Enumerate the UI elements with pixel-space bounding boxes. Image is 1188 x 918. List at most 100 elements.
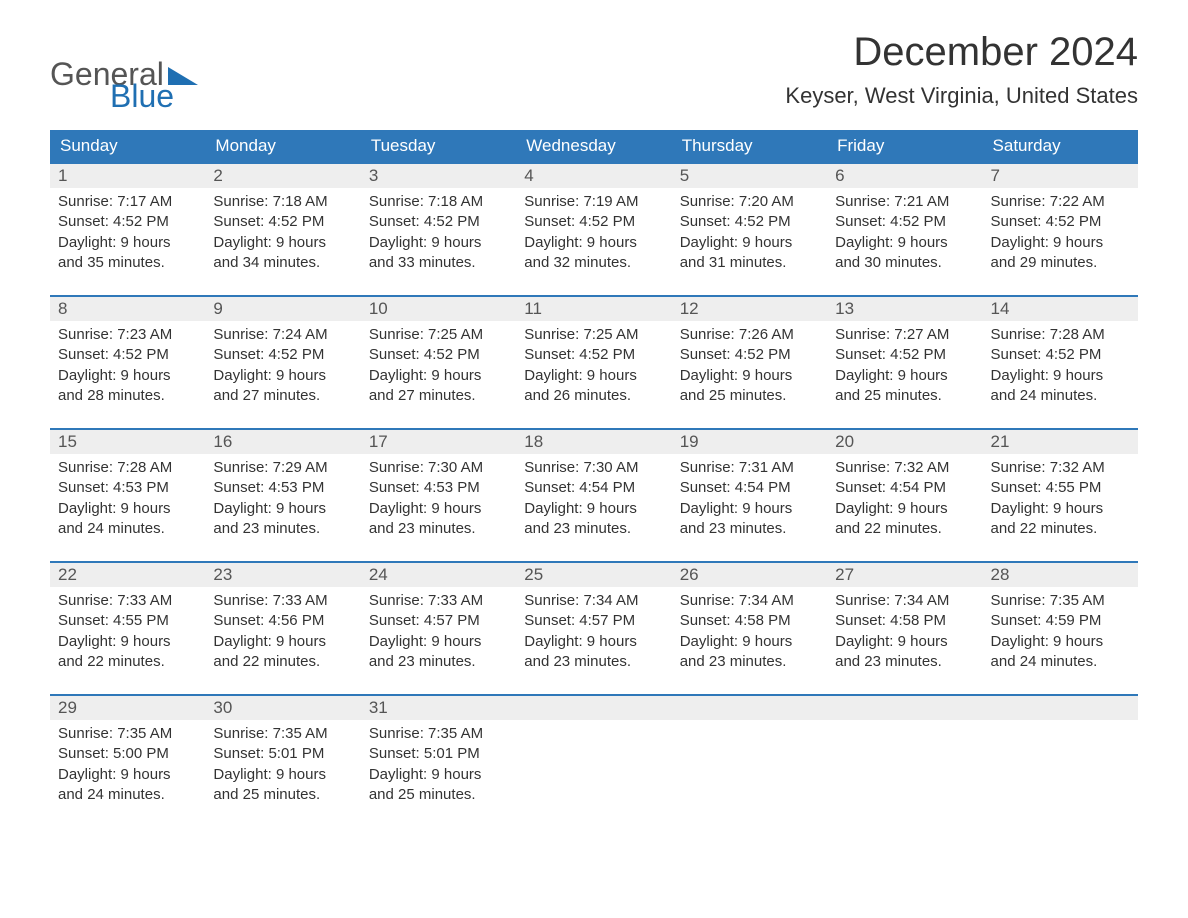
calendar-day-cell: 1Sunrise: 7:17 AMSunset: 4:52 PMDaylight… — [50, 163, 205, 296]
calendar-day-cell: 22Sunrise: 7:33 AMSunset: 4:55 PMDayligh… — [50, 562, 205, 695]
sunset-line: Sunset: 4:55 PM — [991, 478, 1130, 498]
daylight-line-1: Daylight: 9 hours — [213, 499, 352, 519]
day-number: 30 — [205, 696, 360, 720]
sunset-line: Sunset: 4:52 PM — [213, 345, 352, 365]
day-details: Sunrise: 7:30 AMSunset: 4:54 PMDaylight:… — [516, 454, 671, 539]
calendar-day-cell: 5Sunrise: 7:20 AMSunset: 4:52 PMDaylight… — [672, 163, 827, 296]
daylight-line-2: and 33 minutes. — [369, 253, 508, 273]
day-number: 3 — [361, 164, 516, 188]
daylight-line-2: and 22 minutes. — [991, 519, 1130, 539]
day-details: Sunrise: 7:19 AMSunset: 4:52 PMDaylight:… — [516, 188, 671, 273]
daylight-line-2: and 26 minutes. — [524, 386, 663, 406]
calendar-day-cell: 23Sunrise: 7:33 AMSunset: 4:56 PMDayligh… — [205, 562, 360, 695]
day-number: 8 — [50, 297, 205, 321]
daylight-line-1: Daylight: 9 hours — [213, 765, 352, 785]
daylight-line-2: and 24 minutes. — [58, 519, 197, 539]
calendar-day-cell: 8Sunrise: 7:23 AMSunset: 4:52 PMDaylight… — [50, 296, 205, 429]
sunset-line: Sunset: 4:59 PM — [991, 611, 1130, 631]
day-details: Sunrise: 7:24 AMSunset: 4:52 PMDaylight:… — [205, 321, 360, 406]
calendar-day-cell: 7Sunrise: 7:22 AMSunset: 4:52 PMDaylight… — [983, 163, 1138, 296]
calendar-week-row: 8Sunrise: 7:23 AMSunset: 4:52 PMDaylight… — [50, 296, 1138, 429]
calendar-day-cell: 19Sunrise: 7:31 AMSunset: 4:54 PMDayligh… — [672, 429, 827, 562]
calendar-day-cell: 12Sunrise: 7:26 AMSunset: 4:52 PMDayligh… — [672, 296, 827, 429]
calendar-day-cell: 21Sunrise: 7:32 AMSunset: 4:55 PMDayligh… — [983, 429, 1138, 562]
daylight-line-2: and 24 minutes. — [58, 785, 197, 805]
sunset-line: Sunset: 4:52 PM — [524, 345, 663, 365]
day-details: Sunrise: 7:30 AMSunset: 4:53 PMDaylight:… — [361, 454, 516, 539]
day-details: Sunrise: 7:34 AMSunset: 4:57 PMDaylight:… — [516, 587, 671, 672]
day-number: 17 — [361, 430, 516, 454]
calendar-day-cell: 14Sunrise: 7:28 AMSunset: 4:52 PMDayligh… — [983, 296, 1138, 429]
page-title: December 2024 — [785, 30, 1138, 75]
sunrise-line: Sunrise: 7:35 AM — [213, 724, 352, 744]
weekday-header: Friday — [827, 130, 982, 163]
calendar-week-row: 1Sunrise: 7:17 AMSunset: 4:52 PMDaylight… — [50, 163, 1138, 296]
calendar-day-cell: 18Sunrise: 7:30 AMSunset: 4:54 PMDayligh… — [516, 429, 671, 562]
calendar-table: SundayMondayTuesdayWednesdayThursdayFrid… — [50, 130, 1138, 827]
sunset-line: Sunset: 4:53 PM — [213, 478, 352, 498]
sunrise-line: Sunrise: 7:31 AM — [680, 458, 819, 478]
daylight-line-2: and 27 minutes. — [369, 386, 508, 406]
daylight-line-1: Daylight: 9 hours — [58, 233, 197, 253]
calendar-day-cell: 26Sunrise: 7:34 AMSunset: 4:58 PMDayligh… — [672, 562, 827, 695]
daylight-line-1: Daylight: 9 hours — [680, 233, 819, 253]
sunrise-line: Sunrise: 7:17 AM — [58, 192, 197, 212]
sunrise-line: Sunrise: 7:33 AM — [369, 591, 508, 611]
sunset-line: Sunset: 4:53 PM — [369, 478, 508, 498]
day-details: Sunrise: 7:33 AMSunset: 4:57 PMDaylight:… — [361, 587, 516, 672]
calendar-week-row: 15Sunrise: 7:28 AMSunset: 4:53 PMDayligh… — [50, 429, 1138, 562]
sunrise-line: Sunrise: 7:33 AM — [213, 591, 352, 611]
sunset-line: Sunset: 4:52 PM — [680, 345, 819, 365]
daylight-line-2: and 29 minutes. — [991, 253, 1130, 273]
daynum-empty — [983, 696, 1138, 720]
daylight-line-2: and 25 minutes. — [369, 785, 508, 805]
daylight-line-2: and 32 minutes. — [524, 253, 663, 273]
sunrise-line: Sunrise: 7:28 AM — [991, 325, 1130, 345]
sunset-line: Sunset: 4:52 PM — [369, 345, 508, 365]
calendar-day-cell: 11Sunrise: 7:25 AMSunset: 4:52 PMDayligh… — [516, 296, 671, 429]
sunset-line: Sunset: 4:54 PM — [524, 478, 663, 498]
day-details: Sunrise: 7:26 AMSunset: 4:52 PMDaylight:… — [672, 321, 827, 406]
sunrise-line: Sunrise: 7:35 AM — [58, 724, 197, 744]
day-number: 26 — [672, 563, 827, 587]
day-number: 31 — [361, 696, 516, 720]
daylight-line-2: and 23 minutes. — [524, 652, 663, 672]
calendar-day-cell: 20Sunrise: 7:32 AMSunset: 4:54 PMDayligh… — [827, 429, 982, 562]
sunrise-line: Sunrise: 7:21 AM — [835, 192, 974, 212]
daylight-line-1: Daylight: 9 hours — [680, 632, 819, 652]
calendar-day-cell: 30Sunrise: 7:35 AMSunset: 5:01 PMDayligh… — [205, 695, 360, 827]
day-number: 9 — [205, 297, 360, 321]
sunset-line: Sunset: 4:52 PM — [58, 345, 197, 365]
calendar-day-cell: 13Sunrise: 7:27 AMSunset: 4:52 PMDayligh… — [827, 296, 982, 429]
weekday-header: Saturday — [983, 130, 1138, 163]
calendar-day-cell: 4Sunrise: 7:19 AMSunset: 4:52 PMDaylight… — [516, 163, 671, 296]
sunrise-line: Sunrise: 7:32 AM — [991, 458, 1130, 478]
day-details: Sunrise: 7:32 AMSunset: 4:54 PMDaylight:… — [827, 454, 982, 539]
sunrise-line: Sunrise: 7:19 AM — [524, 192, 663, 212]
daylight-line-1: Daylight: 9 hours — [835, 366, 974, 386]
day-details: Sunrise: 7:18 AMSunset: 4:52 PMDaylight:… — [361, 188, 516, 273]
location-text: Keyser, West Virginia, United States — [785, 83, 1138, 109]
calendar-body: 1Sunrise: 7:17 AMSunset: 4:52 PMDaylight… — [50, 163, 1138, 827]
day-details: Sunrise: 7:35 AMSunset: 4:59 PMDaylight:… — [983, 587, 1138, 672]
daylight-line-2: and 30 minutes. — [835, 253, 974, 273]
calendar-day-cell: 28Sunrise: 7:35 AMSunset: 4:59 PMDayligh… — [983, 562, 1138, 695]
sunset-line: Sunset: 5:00 PM — [58, 744, 197, 764]
sunrise-line: Sunrise: 7:28 AM — [58, 458, 197, 478]
day-number: 29 — [50, 696, 205, 720]
day-number: 24 — [361, 563, 516, 587]
day-details: Sunrise: 7:25 AMSunset: 4:52 PMDaylight:… — [361, 321, 516, 406]
calendar-empty-cell — [516, 695, 671, 827]
sunrise-line: Sunrise: 7:20 AM — [680, 192, 819, 212]
daylight-line-1: Daylight: 9 hours — [213, 632, 352, 652]
daylight-line-1: Daylight: 9 hours — [835, 499, 974, 519]
sunset-line: Sunset: 4:52 PM — [524, 212, 663, 232]
sunrise-line: Sunrise: 7:30 AM — [369, 458, 508, 478]
day-number: 2 — [205, 164, 360, 188]
daylight-line-1: Daylight: 9 hours — [369, 632, 508, 652]
daylight-line-1: Daylight: 9 hours — [524, 499, 663, 519]
calendar-day-cell: 15Sunrise: 7:28 AMSunset: 4:53 PMDayligh… — [50, 429, 205, 562]
daylight-line-1: Daylight: 9 hours — [835, 632, 974, 652]
sunset-line: Sunset: 4:58 PM — [835, 611, 974, 631]
sunset-line: Sunset: 4:53 PM — [58, 478, 197, 498]
